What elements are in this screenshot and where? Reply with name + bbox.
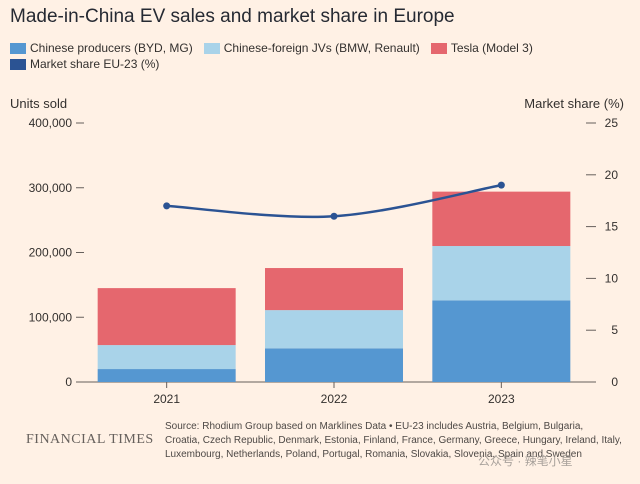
legend-swatch bbox=[10, 58, 26, 70]
right-tick-label: 20 bbox=[605, 168, 619, 182]
bar-segment bbox=[265, 310, 403, 349]
right-tick-label: 25 bbox=[605, 116, 619, 130]
legend-label: Tesla (Model 3) bbox=[450, 41, 533, 55]
bar-segment bbox=[432, 246, 571, 301]
legend-label: Market share EU-23 (%) bbox=[30, 57, 160, 71]
legend-swatch bbox=[203, 42, 220, 54]
legend-row-2: Market share EU-23 (%) bbox=[10, 56, 630, 72]
chart-plot: 0 100,000 200,000 300,000 400,000 0 5 10 15 20 25… bbox=[29, 116, 619, 406]
left-tick-label: 200,000 bbox=[29, 246, 73, 260]
legend-row-1: Chinese producers (BYD, MG) Chinese-fore… bbox=[10, 40, 630, 56]
legend: Chinese producers (BYD, MG) Chinese-fore… bbox=[10, 40, 630, 72]
legend-swatch bbox=[430, 42, 447, 54]
bars bbox=[97, 191, 571, 382]
left-tick-label: 400,000 bbox=[29, 116, 73, 130]
right-tick-label: 5 bbox=[611, 323, 618, 337]
left-tick-label: 300,000 bbox=[29, 181, 73, 195]
legend-item-chinese-foreign-jvs: Chinese-foreign JVs (BMW, Renault) bbox=[203, 41, 420, 55]
bar-segment bbox=[97, 345, 236, 370]
legend-swatch bbox=[10, 42, 26, 54]
bar-segment bbox=[265, 348, 403, 382]
bar-segment bbox=[97, 369, 236, 382]
legend-item-chinese-producers: Chinese producers (BYD, MG) bbox=[10, 41, 193, 55]
left-tick-label: 100,000 bbox=[29, 310, 73, 324]
right-tick-label: 0 bbox=[611, 375, 618, 389]
x-tick-label: 2022 bbox=[321, 392, 348, 406]
right-tick-label: 15 bbox=[605, 220, 619, 234]
legend-label: Chinese-foreign JVs (BMW, Renault) bbox=[223, 41, 420, 55]
watermark: 公众号 · 辣笔小星 bbox=[478, 454, 573, 468]
bar-segment bbox=[432, 300, 571, 382]
market-share-line bbox=[163, 181, 505, 220]
left-tick-label: 0 bbox=[65, 375, 72, 389]
right-tick-label: 10 bbox=[605, 271, 619, 285]
source-note: Source: Rhodium Group based on Marklines… bbox=[165, 420, 630, 462]
bar-segment bbox=[97, 288, 236, 346]
ft-logo: FINANCIAL TIMES bbox=[26, 432, 154, 447]
market-share-point bbox=[163, 202, 171, 210]
right-tick-labels: 0 5 10 15 20 25 bbox=[586, 116, 618, 389]
x-tick-label: 2021 bbox=[153, 392, 180, 406]
left-tick-labels: 0 100,000 200,000 300,000 400,000 bbox=[29, 116, 84, 389]
x-tick-labels: 2021 2022 2023 bbox=[153, 382, 515, 406]
chart-title: Made-in-China EV sales and market share … bbox=[10, 6, 455, 27]
legend-item-tesla: Tesla (Model 3) bbox=[430, 41, 533, 55]
legend-item-market-share: Market share EU-23 (%) bbox=[10, 57, 159, 71]
market-share-point bbox=[497, 181, 505, 189]
bar-segment bbox=[432, 191, 571, 247]
right-axis-title: Market share (%) bbox=[524, 96, 624, 111]
legend-label: Chinese producers (BYD, MG) bbox=[30, 41, 193, 55]
bar-segment bbox=[265, 268, 403, 311]
x-tick-label: 2023 bbox=[488, 392, 515, 406]
left-axis-title: Units sold bbox=[10, 96, 68, 111]
source-line: Luxembourg, Netherlands, Poland, Portuga… bbox=[165, 449, 582, 460]
source-line: Source: Rhodium Group based on Marklines… bbox=[165, 421, 584, 432]
market-share-point bbox=[330, 212, 338, 220]
source-line: Croatia, Czech Republic, Denmark, Estoni… bbox=[165, 435, 622, 446]
